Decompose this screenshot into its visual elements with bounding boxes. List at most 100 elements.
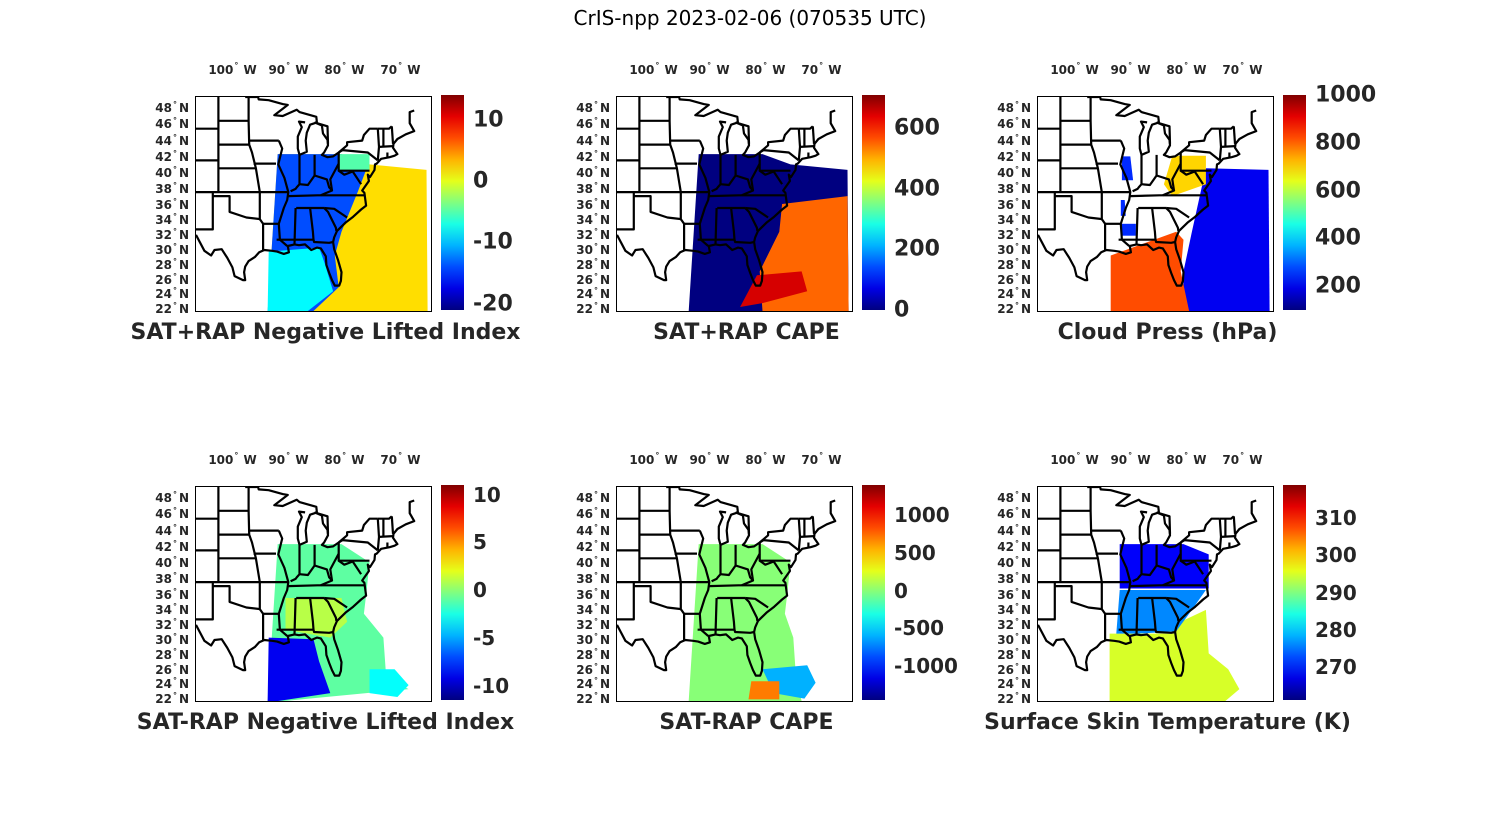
panel-title: SAT-RAP Negative Lifted Index <box>136 710 515 735</box>
state-border-line <box>212 584 261 611</box>
state-border-line <box>1219 515 1235 520</box>
state-border-line <box>247 487 261 583</box>
state-border-line <box>1132 544 1143 583</box>
state-border-line <box>329 553 340 581</box>
colorbar-tick-label: -1000 <box>894 654 958 679</box>
state-border-line <box>1119 530 1132 637</box>
panel-title: SAT+RAP CAPE <box>653 320 840 345</box>
state-border-line <box>1220 535 1236 538</box>
state-border-line <box>735 511 799 549</box>
colorbar-tick-label: 10 <box>473 482 501 507</box>
lat-tick-label: 40° N <box>997 555 1031 571</box>
lat-tick-label: 30° N <box>155 632 189 648</box>
lat-tick-label: 22° N <box>155 691 189 706</box>
state-border-line <box>1132 154 1143 193</box>
state-border-line <box>797 518 802 551</box>
state-border-line <box>1166 206 1190 219</box>
lon-tick-label: 100° W <box>629 451 678 467</box>
lat-tick-label: 34° N <box>155 212 189 227</box>
state-border-line <box>745 596 769 609</box>
lat-tick-label: 24° N <box>155 676 189 692</box>
panel-title: SAT+RAP Negative Lifted Index <box>130 320 521 345</box>
state-border-line <box>1180 169 1205 185</box>
lat-tick-label: 48° N <box>576 99 610 115</box>
colorbar-tick-label: 5 <box>473 530 487 555</box>
map-plot-area <box>1037 486 1274 702</box>
lat-tick-label: 22° N <box>997 691 1031 706</box>
state-border-line <box>1130 194 1207 198</box>
lat-tick-label: 46° N <box>997 116 1031 132</box>
lon-tick-label: 90° W <box>689 451 730 467</box>
state-border-line <box>799 535 815 538</box>
state-border-line <box>1156 511 1220 549</box>
lat-tick-label: 42° N <box>155 539 189 555</box>
lon-tick-label: 80° W <box>745 451 786 467</box>
state-border-line <box>679 582 686 640</box>
colorbar <box>441 485 464 700</box>
colorbar <box>441 95 464 310</box>
colorbar-tick-label: 200 <box>1315 273 1361 299</box>
lon-tick-label: 90° W <box>268 451 309 467</box>
state-border-line <box>759 169 784 185</box>
data-region-illinois <box>1121 156 1134 181</box>
state-border-line <box>1232 126 1237 144</box>
lat-tick-label: 26° N <box>997 661 1031 677</box>
state-border-line <box>714 207 718 245</box>
state-border-line <box>1156 121 1172 144</box>
map-plot-area <box>1037 96 1274 312</box>
state-border-line <box>750 553 761 581</box>
lon-tick-label: 90° W <box>1110 61 1151 77</box>
lat-tick-label: 26° N <box>155 271 189 287</box>
state-border-line <box>314 511 378 549</box>
state-border-line <box>338 559 363 575</box>
colorbar-tick-label: 500 <box>894 540 936 565</box>
lat-tick-label: 30° N <box>997 632 1031 648</box>
state-border-line <box>1038 582 1056 621</box>
lat-tick-label: 22° N <box>576 301 610 316</box>
lat-tick-label: 46° N <box>576 116 610 132</box>
state-border-line <box>633 584 682 611</box>
lat-tick-label: 36° N <box>576 196 610 212</box>
lat-tick-label: 24° N <box>997 286 1031 302</box>
state-border-line <box>378 535 394 538</box>
lat-tick-label: 32° N <box>997 617 1031 633</box>
lat-tick-label: 38° N <box>155 571 189 587</box>
state-border-line <box>196 109 416 287</box>
state-border-line <box>277 530 290 637</box>
lon-tick-label: 90° W <box>1110 451 1151 467</box>
state-border-line <box>735 511 751 534</box>
state-border-line <box>212 194 261 221</box>
lat-tick-label: 30° N <box>997 242 1031 258</box>
state-border-line <box>744 207 759 232</box>
colorbar-tick-label: 600 <box>894 115 940 141</box>
state-border-line <box>1151 207 1176 244</box>
map-plot-area <box>616 96 853 312</box>
state-border-line <box>1100 582 1107 640</box>
lat-tick-label: 32° N <box>155 617 189 633</box>
colorbar <box>1283 485 1306 700</box>
state-border-line <box>1087 487 1161 547</box>
state-border-line <box>730 597 755 634</box>
state-border-line <box>666 97 740 157</box>
lat-tick-label: 46° N <box>155 116 189 132</box>
state-border-line <box>1156 121 1220 159</box>
lon-tick-label: 80° W <box>324 61 365 77</box>
lat-tick-label: 30° N <box>576 242 610 258</box>
lat-tick-label: 38° N <box>155 181 189 197</box>
colorbar-tick-label: 300 <box>1315 543 1357 568</box>
state-border-line <box>617 109 837 287</box>
state-border-line <box>377 125 393 130</box>
state-border-line <box>668 487 682 583</box>
data-region-illinois <box>1120 223 1136 236</box>
state-border-line <box>735 121 799 159</box>
lat-tick-label: 48° N <box>576 489 610 505</box>
state-border-line <box>797 128 802 161</box>
panel-title: Surface Skin Temperature (K) <box>984 710 1351 735</box>
state-border-line <box>798 125 814 130</box>
data-region-florida-straits <box>748 681 780 700</box>
lon-tick-label: 70° W <box>801 61 842 77</box>
colorbar-tick-label: 290 <box>1315 580 1357 605</box>
state-border-line <box>1179 152 1212 172</box>
state-border-line <box>329 163 340 191</box>
map-plot-area <box>195 96 432 312</box>
